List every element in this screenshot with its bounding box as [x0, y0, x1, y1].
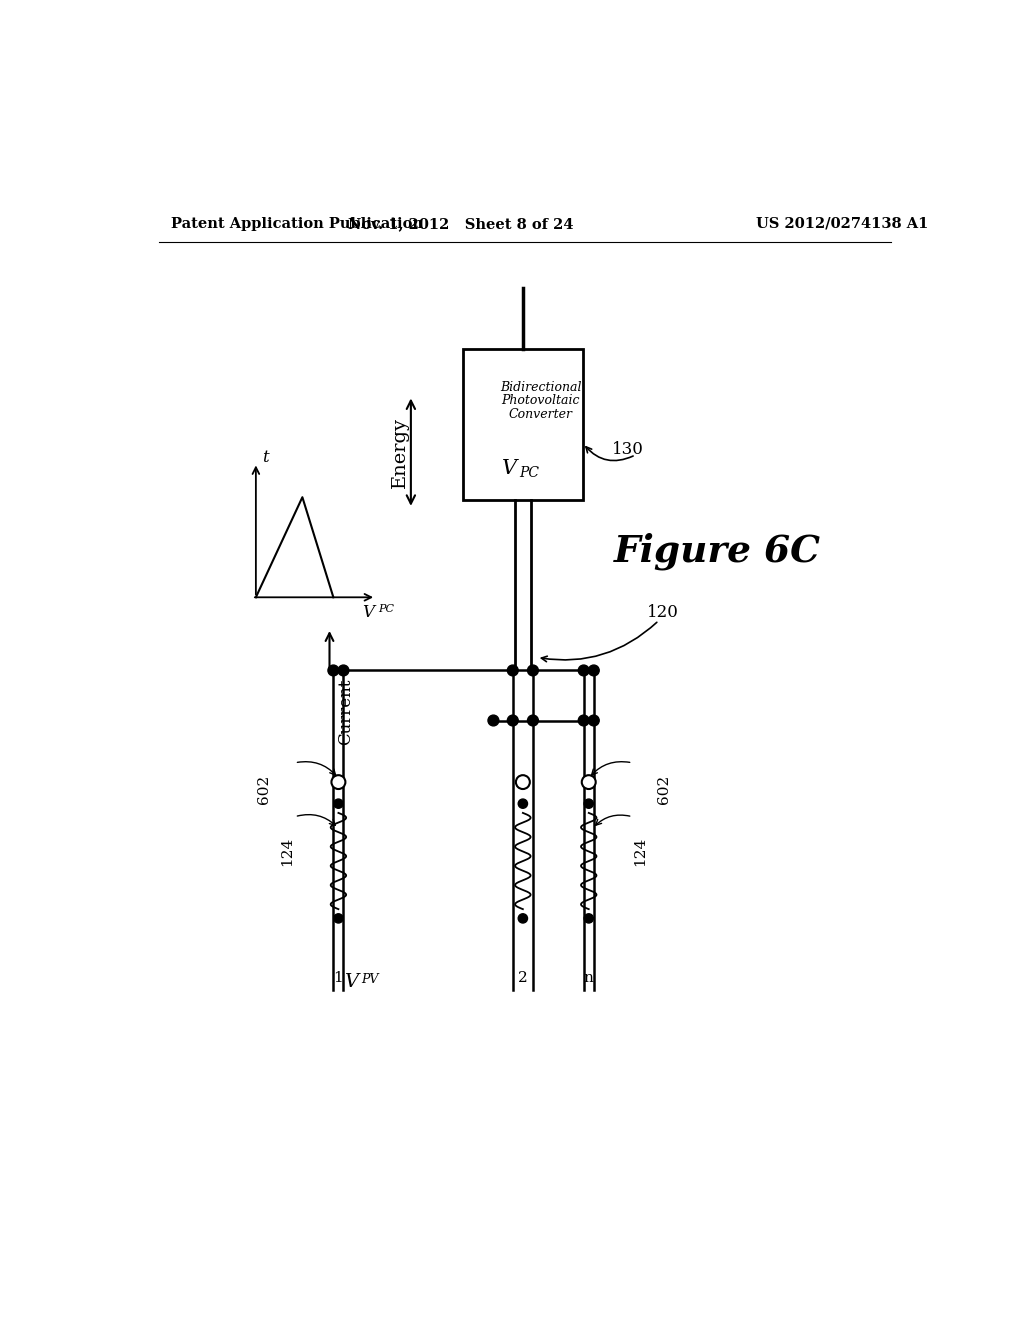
Text: 124: 124	[280, 837, 294, 866]
Circle shape	[518, 913, 527, 923]
Text: V: V	[362, 605, 374, 622]
Text: 1: 1	[334, 972, 343, 986]
Text: V: V	[344, 973, 357, 991]
Text: 602: 602	[257, 775, 270, 804]
Text: Photovoltaic: Photovoltaic	[502, 395, 581, 408]
Text: Figure 6C: Figure 6C	[613, 532, 820, 570]
Text: PV: PV	[361, 973, 379, 986]
Circle shape	[338, 665, 349, 676]
Circle shape	[334, 913, 343, 923]
Circle shape	[579, 715, 589, 726]
Text: 124: 124	[633, 837, 647, 866]
Circle shape	[518, 799, 527, 808]
Text: 120: 120	[647, 605, 679, 622]
Text: 130: 130	[612, 441, 644, 458]
Text: Converter: Converter	[509, 408, 572, 421]
Circle shape	[328, 665, 339, 676]
Circle shape	[488, 715, 499, 726]
Circle shape	[527, 665, 539, 676]
Text: t: t	[262, 449, 268, 466]
Text: 2: 2	[518, 972, 527, 986]
Text: n: n	[584, 972, 594, 986]
Text: Bidirectional: Bidirectional	[500, 381, 582, 395]
Circle shape	[507, 665, 518, 676]
Circle shape	[582, 775, 596, 789]
Text: US 2012/0274138 A1: US 2012/0274138 A1	[756, 216, 928, 231]
Circle shape	[589, 665, 599, 676]
Text: Energy: Energy	[391, 417, 409, 487]
Circle shape	[584, 913, 593, 923]
Text: Current: Current	[337, 678, 354, 744]
Circle shape	[579, 665, 589, 676]
Text: PC: PC	[519, 466, 540, 479]
Circle shape	[332, 775, 345, 789]
Circle shape	[334, 799, 343, 808]
Bar	[463, 350, 583, 499]
Text: Patent Application Publication: Patent Application Publication	[171, 216, 423, 231]
Text: PC: PC	[378, 603, 394, 614]
Circle shape	[589, 715, 599, 726]
Circle shape	[516, 775, 529, 789]
Text: Nov. 1, 2012   Sheet 8 of 24: Nov. 1, 2012 Sheet 8 of 24	[348, 216, 574, 231]
Circle shape	[527, 715, 539, 726]
Text: 602: 602	[656, 775, 671, 804]
Text: V: V	[502, 459, 517, 478]
Circle shape	[507, 715, 518, 726]
Circle shape	[584, 799, 593, 808]
